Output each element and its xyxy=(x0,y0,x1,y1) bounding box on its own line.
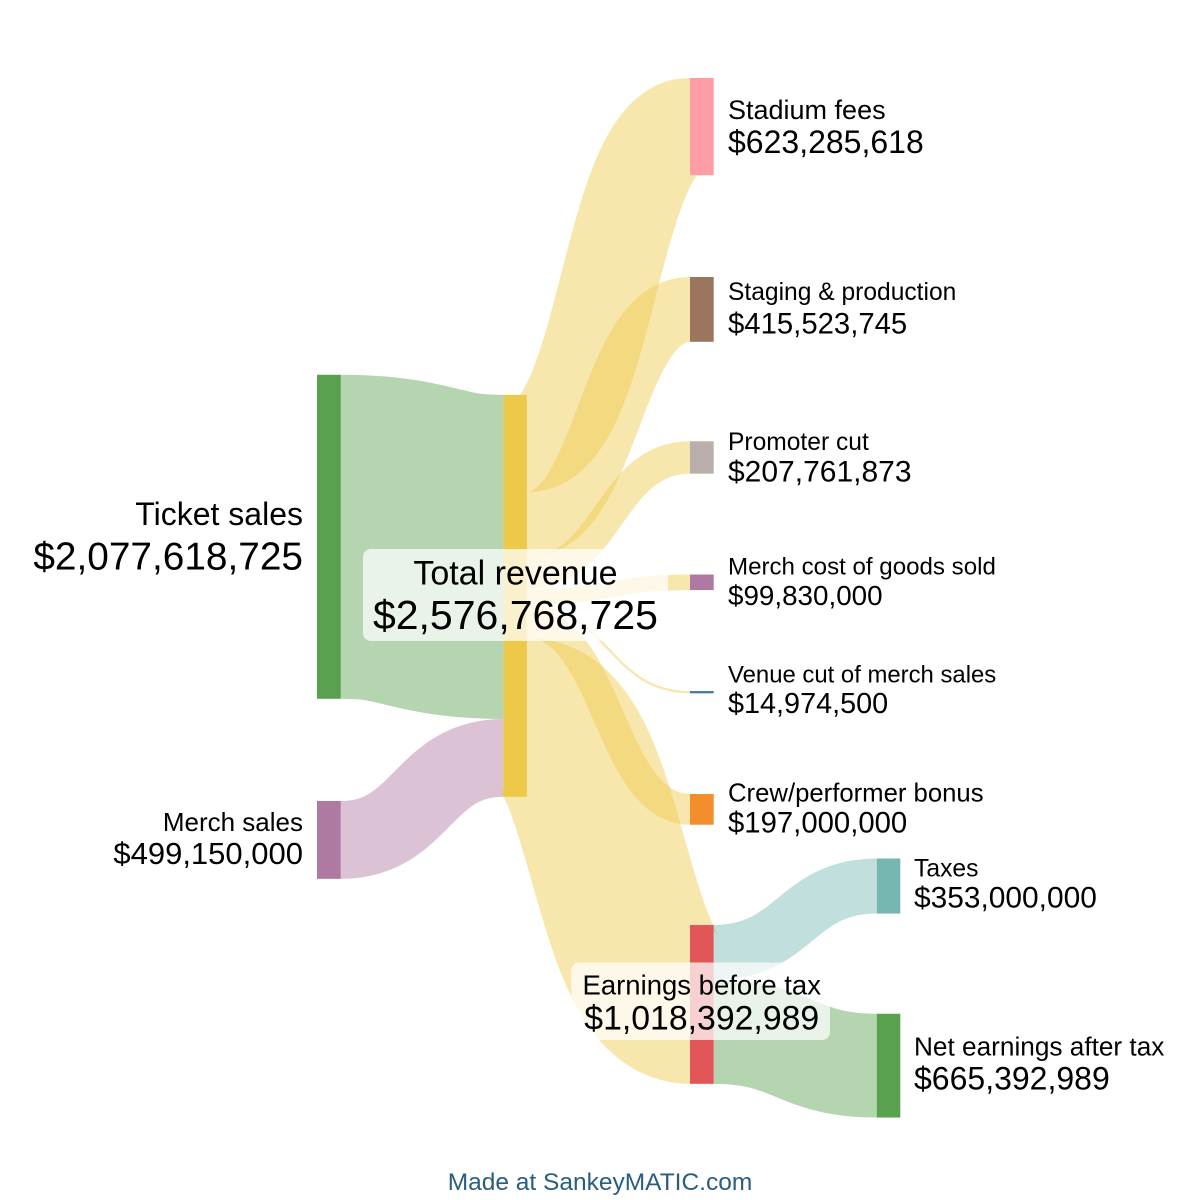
svg-text:Merch sales: Merch sales xyxy=(163,807,303,837)
svg-text:Merch cost of goods sold: Merch cost of goods sold xyxy=(728,554,996,581)
svg-text:Net earnings after tax: Net earnings after tax xyxy=(914,1032,1164,1062)
svg-text:Earnings before tax: Earnings before tax xyxy=(583,969,822,1000)
svg-text:$1,018,392,989: $1,018,392,989 xyxy=(584,999,819,1037)
svg-text:Staging & production: Staging & production xyxy=(728,279,956,306)
svg-text:Venue cut of merch sales: Venue cut of merch sales xyxy=(728,662,996,689)
svg-text:Promoter cut: Promoter cut xyxy=(728,429,869,456)
svg-text:$499,150,000: $499,150,000 xyxy=(113,836,303,871)
svg-text:$2,077,618,725: $2,077,618,725 xyxy=(33,536,303,579)
svg-text:$99,830,000: $99,830,000 xyxy=(728,580,883,611)
svg-text:Taxes: Taxes xyxy=(914,856,979,883)
svg-text:$197,000,000: $197,000,000 xyxy=(728,807,907,840)
svg-text:$415,523,745: $415,523,745 xyxy=(728,308,907,341)
svg-text:$2,576,768,725: $2,576,768,725 xyxy=(373,592,658,638)
svg-text:$207,761,873: $207,761,873 xyxy=(728,455,912,488)
svg-text:$14,974,500: $14,974,500 xyxy=(728,688,888,720)
svg-text:Ticket sales: Ticket sales xyxy=(135,496,303,532)
svg-text:Made at SankeyMATIC.com: Made at SankeyMATIC.com xyxy=(448,1169,753,1196)
svg-text:Stadium fees: Stadium fees xyxy=(728,95,886,125)
svg-text:$665,392,989: $665,392,989 xyxy=(914,1060,1110,1096)
svg-text:$623,285,618: $623,285,618 xyxy=(728,124,924,160)
svg-text:Crew/performer bonus: Crew/performer bonus xyxy=(728,779,984,807)
svg-text:Total revenue: Total revenue xyxy=(413,555,617,593)
svg-text:$353,000,000: $353,000,000 xyxy=(914,882,1097,915)
